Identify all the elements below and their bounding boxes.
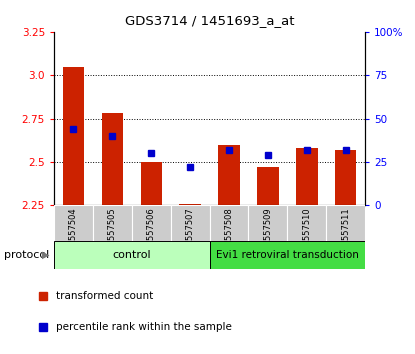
Bar: [335, 150, 356, 205]
Text: GSM557510: GSM557510: [303, 207, 311, 258]
Bar: [132, 205, 171, 241]
Bar: [141, 162, 162, 205]
Text: GSM557506: GSM557506: [147, 207, 156, 258]
Text: ▶: ▶: [42, 250, 49, 260]
Text: GDS3714 / 1451693_a_at: GDS3714 / 1451693_a_at: [125, 14, 294, 27]
Text: GSM557505: GSM557505: [108, 207, 117, 258]
Text: GSM557507: GSM557507: [186, 207, 195, 258]
Bar: [210, 241, 365, 269]
Bar: [179, 204, 201, 205]
Bar: [54, 205, 93, 241]
Bar: [257, 167, 278, 205]
Text: GSM557504: GSM557504: [69, 207, 78, 258]
Text: GSM557509: GSM557509: [264, 207, 272, 258]
Text: Evi1 retroviral transduction: Evi1 retroviral transduction: [216, 250, 359, 260]
Bar: [102, 113, 123, 205]
Bar: [54, 241, 210, 269]
Bar: [171, 205, 210, 241]
Text: control: control: [112, 250, 151, 260]
Bar: [287, 205, 326, 241]
Text: percentile rank within the sample: percentile rank within the sample: [56, 322, 232, 332]
Text: GSM557511: GSM557511: [341, 207, 350, 258]
Text: protocol: protocol: [4, 250, 49, 260]
Text: transformed count: transformed count: [56, 291, 154, 301]
Bar: [326, 205, 365, 241]
Bar: [93, 205, 132, 241]
Bar: [210, 205, 249, 241]
Text: GSM557508: GSM557508: [225, 207, 234, 258]
Bar: [249, 205, 287, 241]
Bar: [63, 67, 84, 205]
Bar: [218, 144, 240, 205]
Bar: [296, 148, 317, 205]
